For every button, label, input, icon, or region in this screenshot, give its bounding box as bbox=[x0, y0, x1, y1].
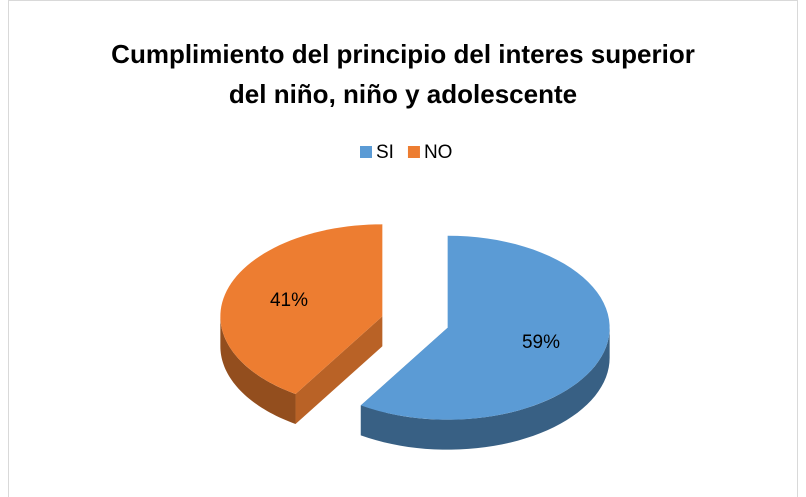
chart-title: Cumplimiento del principio del interes s… bbox=[111, 39, 695, 109]
data-label: 59% bbox=[522, 332, 560, 353]
pie-slice bbox=[220, 224, 383, 394]
legend-label: NO bbox=[424, 142, 453, 163]
legend-swatch bbox=[407, 146, 420, 158]
slice-side bbox=[295, 316, 383, 424]
data-label: 41% bbox=[270, 290, 308, 311]
legend-label: SI bbox=[376, 142, 394, 163]
pie-slice bbox=[360, 235, 610, 420]
slice-wall bbox=[360, 327, 610, 450]
slice-wall bbox=[220, 316, 296, 424]
legend-swatch bbox=[360, 146, 372, 158]
